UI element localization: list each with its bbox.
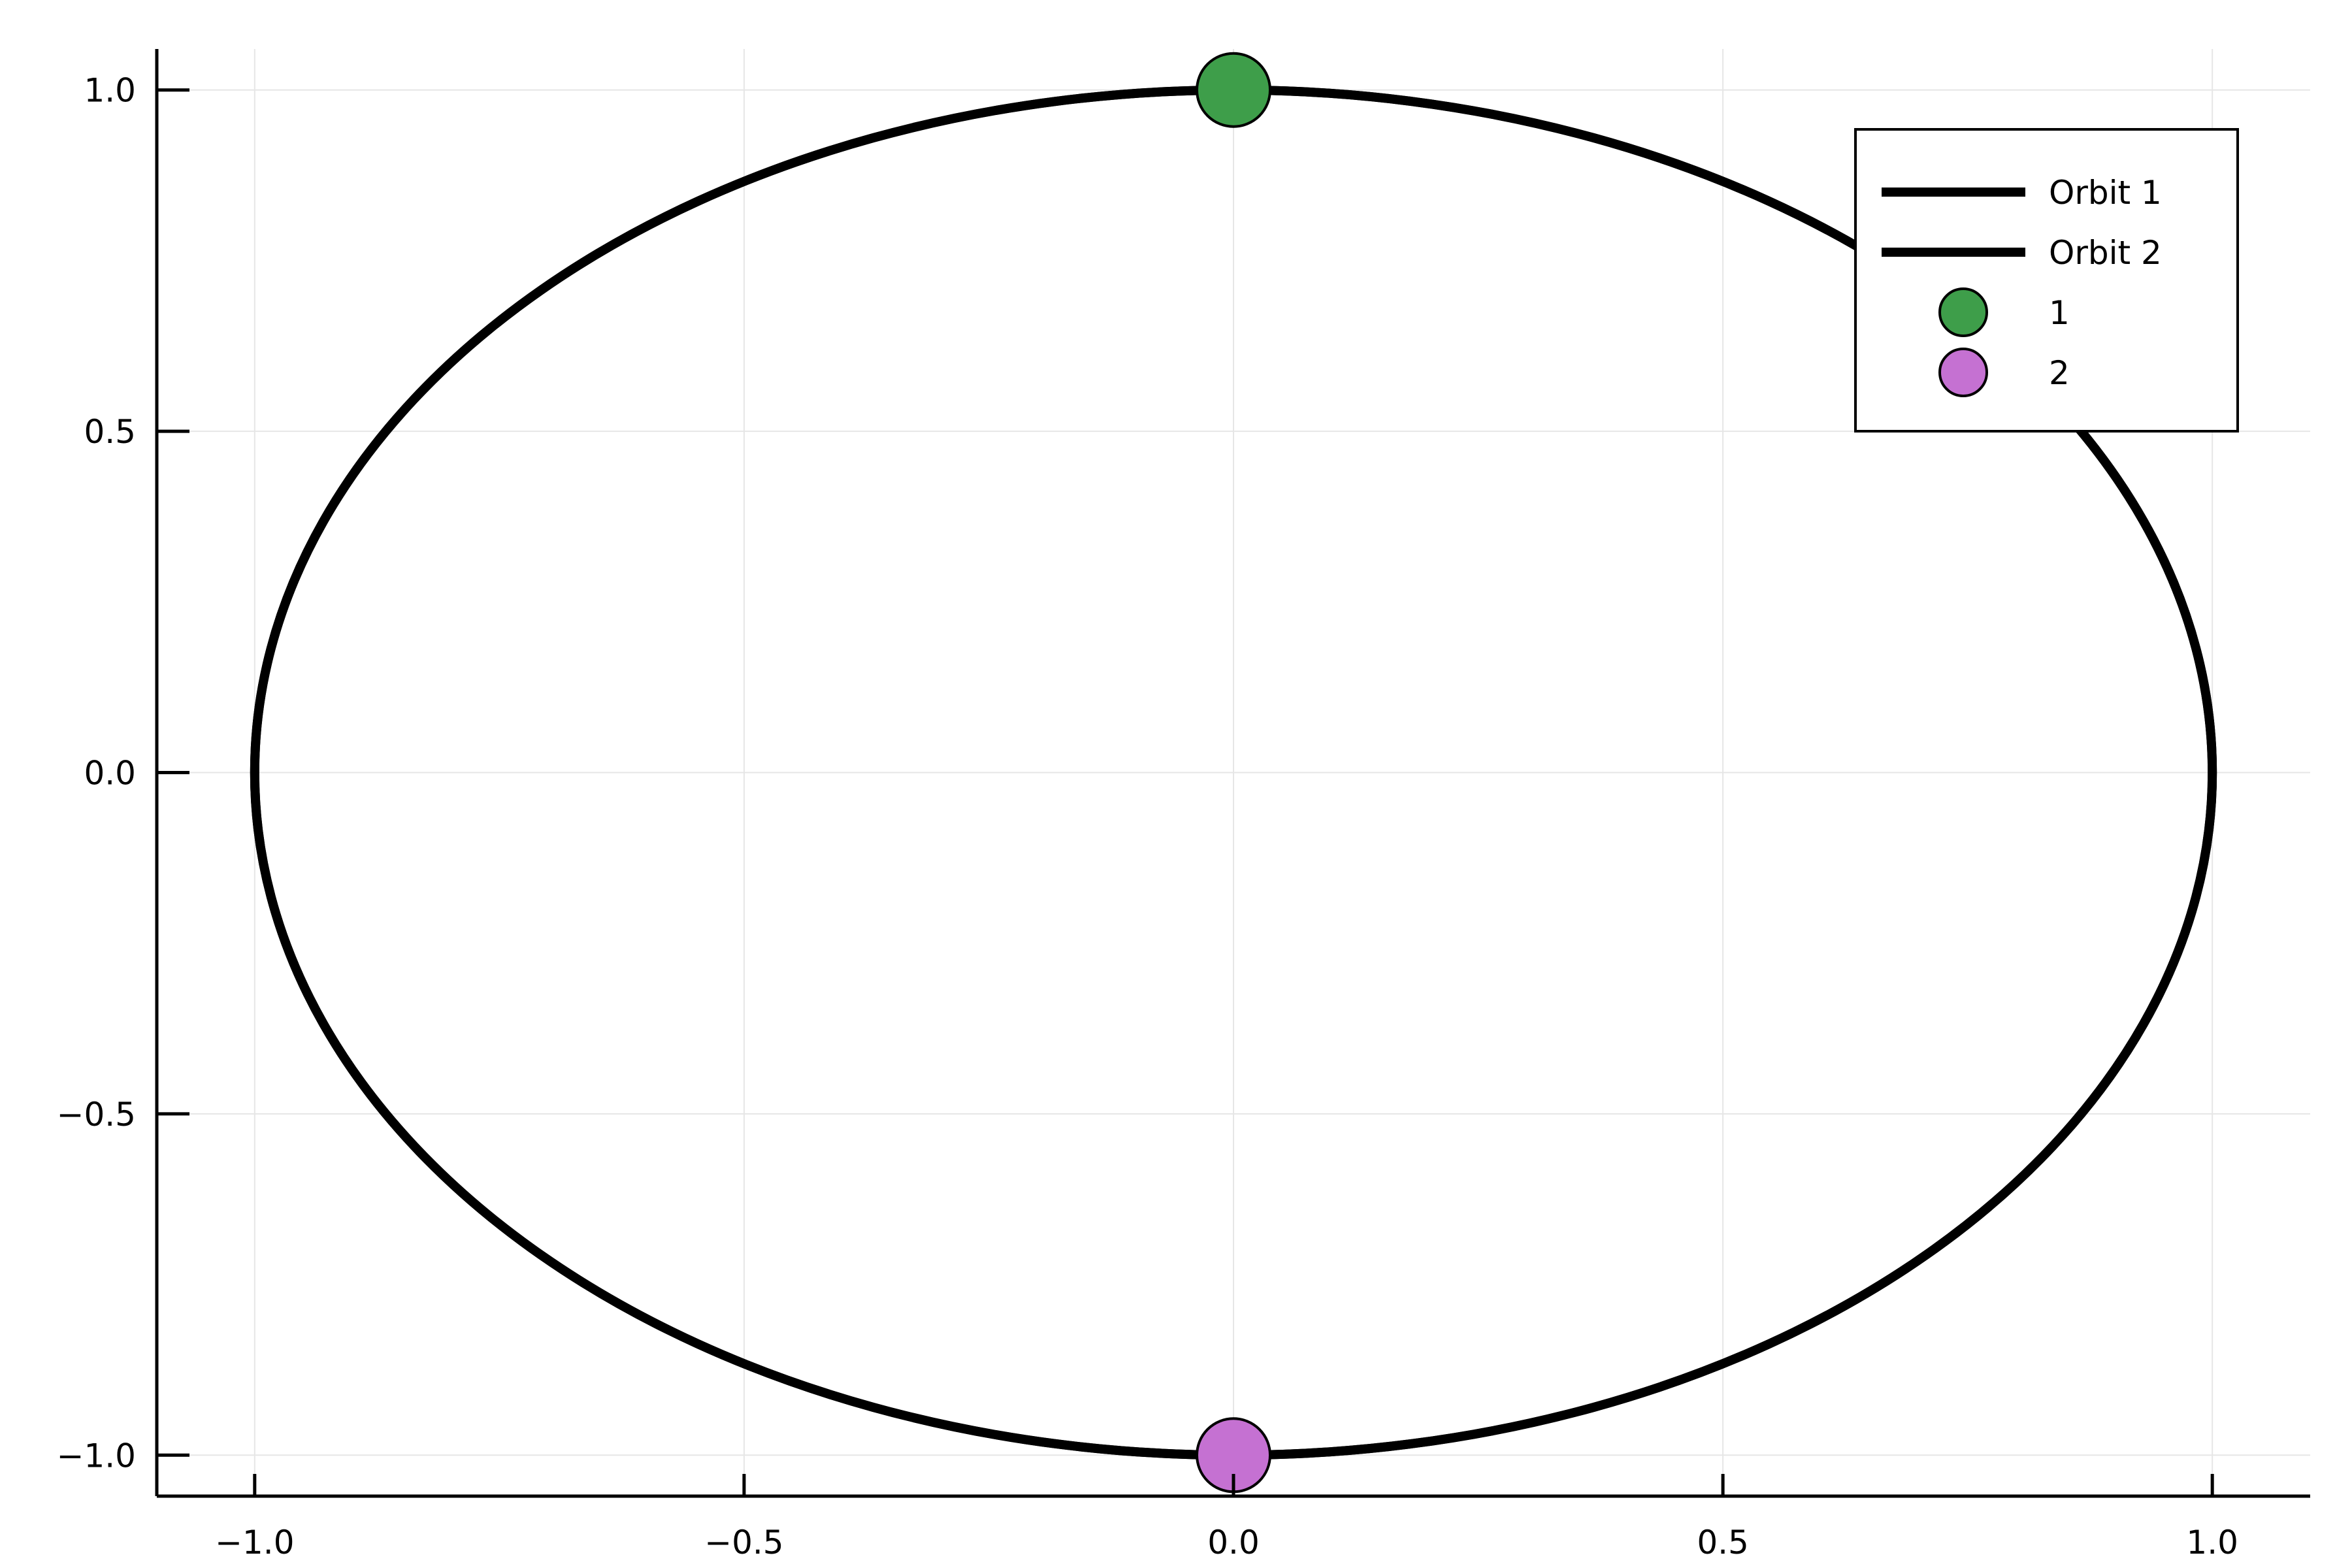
- legend-label-2: 1: [2049, 294, 2070, 332]
- y-tick-label-2: 0.0: [84, 755, 136, 792]
- x-tick-label-3: 0.5: [1697, 1524, 1749, 1561]
- y-tick-label-3: 0.5: [84, 413, 136, 451]
- legend-box: [1854, 128, 2239, 433]
- y-tick-label-0: −1.0: [57, 1437, 136, 1475]
- x-tick-label-1: −0.5: [704, 1524, 783, 1561]
- legend-marker-2: [1938, 287, 1988, 337]
- legend: Orbit 1 Orbit 2 1 2: [1854, 128, 2239, 433]
- legend-marker-3: [1938, 348, 1988, 397]
- legend-label-1: Orbit 2: [2049, 234, 2162, 272]
- x-tick-label-2: 0.0: [1207, 1524, 1260, 1561]
- legend-label-3: 2: [2049, 354, 2070, 392]
- x-tick-label-0: −1.0: [215, 1524, 294, 1561]
- y-tick-label-1: −0.5: [57, 1096, 136, 1134]
- point-2-0: [1196, 52, 1271, 128]
- legend-label-0: Orbit 1: [2049, 174, 2162, 212]
- points: [1196, 52, 1271, 1494]
- ticks: −1.0 −0.5 0.0 0.5 1.0 −1.0 −0.5 0.0 0.5 1.0: [57, 72, 2238, 1561]
- x-tick-label-4: 1.0: [2186, 1524, 2238, 1561]
- y-tick-label-4: 1.0: [84, 72, 136, 110]
